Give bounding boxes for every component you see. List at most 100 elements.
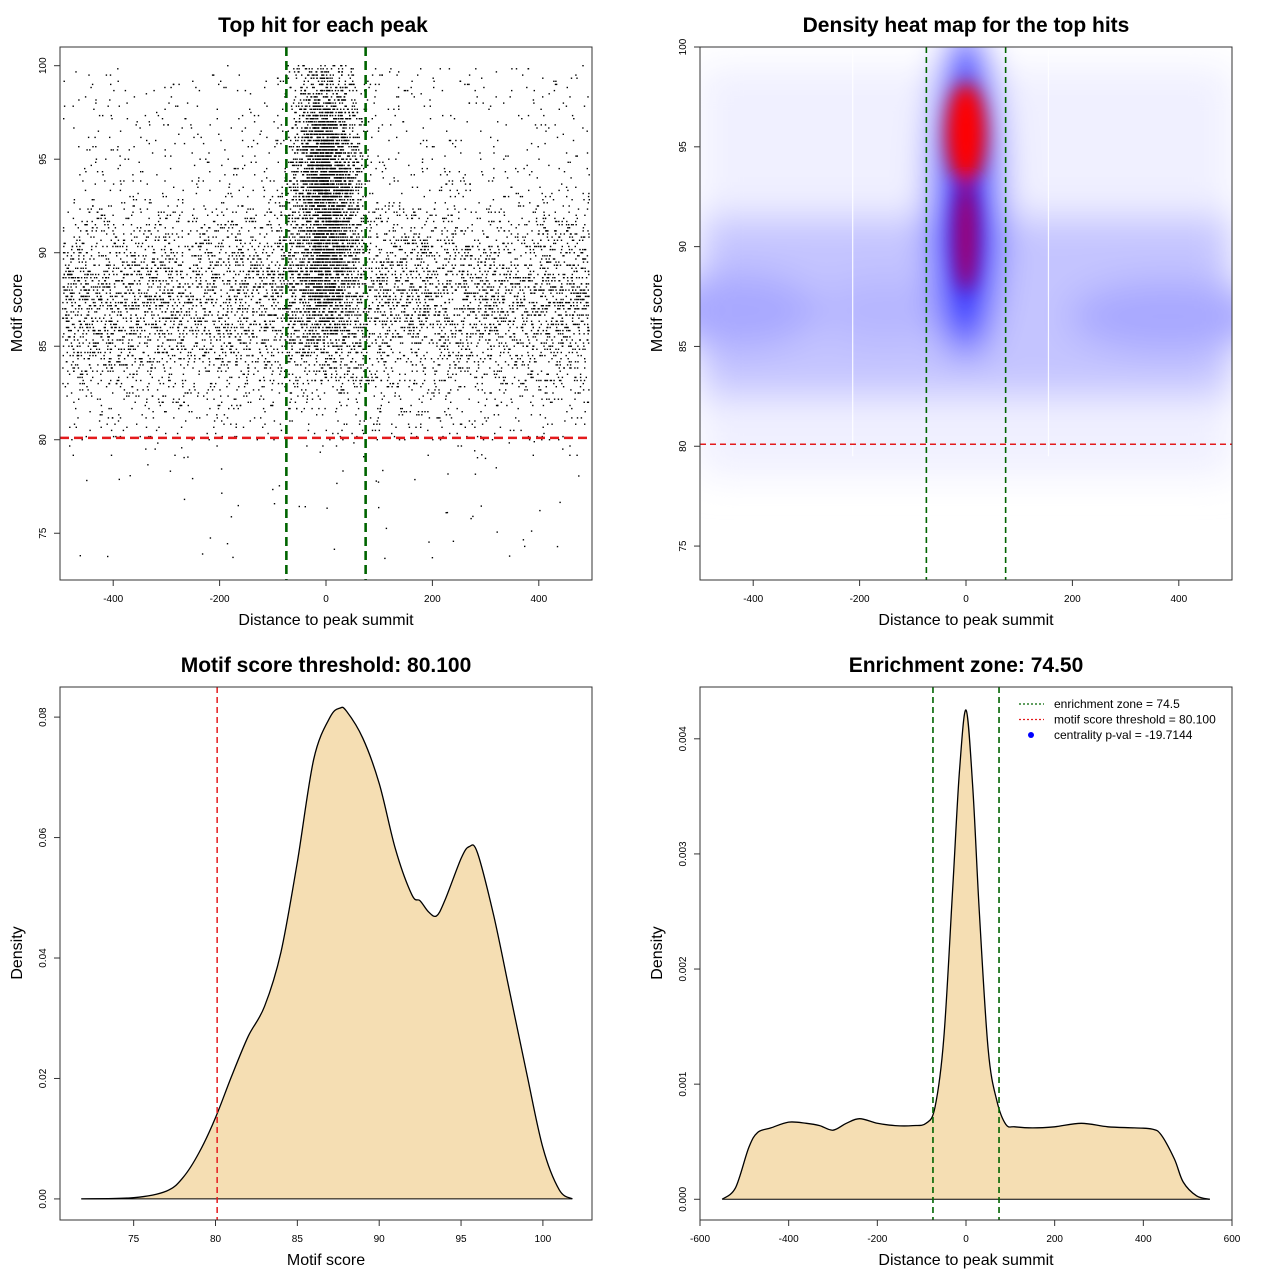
data-point xyxy=(381,220,383,223)
data-point xyxy=(548,439,551,441)
data-point xyxy=(178,83,180,86)
data-point xyxy=(182,373,185,375)
data-point xyxy=(274,289,276,291)
data-point xyxy=(271,261,273,263)
data-point xyxy=(588,199,590,201)
data-point xyxy=(538,233,540,235)
data-point xyxy=(413,379,416,382)
data-point xyxy=(446,208,449,210)
data-point xyxy=(257,358,259,360)
data-point xyxy=(444,301,447,304)
data-point xyxy=(536,205,539,207)
data-point xyxy=(190,351,192,354)
data-point xyxy=(355,174,357,176)
data-point xyxy=(213,286,215,288)
data-point xyxy=(229,333,231,335)
data-point xyxy=(187,364,189,366)
data-point xyxy=(106,301,108,304)
data-point xyxy=(268,314,271,316)
data-point xyxy=(62,252,65,254)
data-point xyxy=(307,429,310,432)
data-point xyxy=(288,236,290,238)
data-point xyxy=(323,370,325,372)
data-point xyxy=(540,379,542,382)
data-point xyxy=(475,211,477,213)
data-point xyxy=(234,314,236,316)
data-point xyxy=(392,382,394,385)
data-point xyxy=(249,93,252,95)
data-point xyxy=(128,283,131,285)
data-point xyxy=(384,314,386,316)
data-point xyxy=(297,364,299,366)
data-point xyxy=(317,252,319,254)
data-point xyxy=(413,214,415,216)
data-point xyxy=(379,280,381,282)
data-point xyxy=(429,99,431,101)
data-point xyxy=(471,308,473,310)
data-point xyxy=(358,342,361,344)
data-point xyxy=(153,301,155,304)
data-point xyxy=(142,267,144,269)
data-point xyxy=(381,305,383,307)
data-point xyxy=(196,183,198,185)
data-point xyxy=(560,252,562,254)
data-point xyxy=(553,242,555,245)
data-point xyxy=(416,258,418,260)
data-point xyxy=(404,242,406,245)
data-point xyxy=(375,298,378,301)
data-point xyxy=(195,305,198,307)
data-point xyxy=(405,264,407,266)
data-point xyxy=(474,292,477,294)
data-point xyxy=(299,208,301,210)
data-point xyxy=(398,301,400,304)
data-point xyxy=(214,320,216,322)
data-point xyxy=(107,417,110,419)
data-point xyxy=(244,301,247,304)
data-point xyxy=(132,211,134,213)
data-point xyxy=(198,270,201,273)
data-point xyxy=(234,283,237,285)
data-point xyxy=(267,326,269,329)
data-point xyxy=(560,289,562,291)
data-point xyxy=(400,273,402,276)
data-point xyxy=(398,105,400,107)
data-point xyxy=(357,345,360,347)
data-point xyxy=(281,333,283,335)
data-point xyxy=(453,248,455,251)
data-point xyxy=(207,351,210,354)
data-point xyxy=(70,261,72,263)
data-point xyxy=(126,102,128,104)
data-point xyxy=(279,242,282,245)
data-point xyxy=(216,326,219,329)
data-point xyxy=(118,339,120,341)
data-point xyxy=(554,301,556,304)
data-point xyxy=(117,80,119,82)
data-point xyxy=(289,301,291,304)
data-point xyxy=(314,261,317,263)
data-point xyxy=(114,326,116,329)
data-point xyxy=(160,301,163,304)
data-point xyxy=(550,323,553,326)
data-point xyxy=(108,320,110,322)
data-point xyxy=(239,323,242,326)
data-point xyxy=(555,83,558,86)
data-point xyxy=(574,308,576,310)
data-point xyxy=(566,252,568,254)
data-point xyxy=(498,252,500,254)
data-point xyxy=(584,214,586,216)
data-point xyxy=(237,252,239,254)
data-point xyxy=(489,308,491,310)
data-point xyxy=(582,192,584,195)
data-point xyxy=(80,314,82,316)
data-point xyxy=(168,277,170,279)
data-point xyxy=(325,370,327,372)
data-point xyxy=(238,248,240,251)
data-point xyxy=(447,220,450,223)
data-point xyxy=(351,311,353,313)
data-point xyxy=(130,224,133,226)
data-point xyxy=(447,473,449,475)
data-point xyxy=(204,339,206,341)
data-point xyxy=(403,305,405,307)
data-point xyxy=(208,152,210,154)
data-point xyxy=(186,301,188,304)
